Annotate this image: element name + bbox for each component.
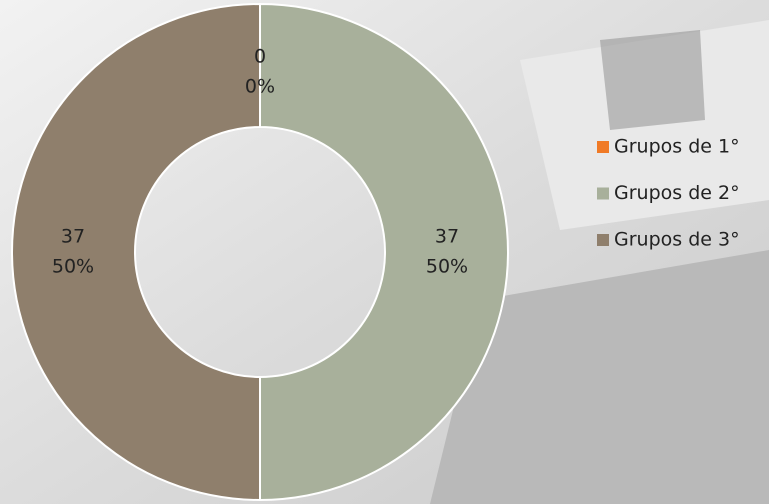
background-shape (430, 250, 769, 504)
percent-label: 50% (426, 256, 468, 278)
legend-label: Grupos de 1° (614, 136, 740, 158)
data-label: 37 (435, 226, 459, 248)
data-label: 37 (61, 226, 85, 248)
percent-label: 0% (245, 76, 275, 98)
background-shape (600, 30, 705, 130)
donut-slice (259, 2, 509, 502)
legend-swatch (597, 234, 609, 246)
legend-swatch (597, 141, 609, 153)
legend-swatch (597, 187, 609, 200)
percent-label: 50% (52, 256, 94, 278)
donut-slice (11, 2, 261, 502)
data-label: 0 (254, 46, 266, 68)
legend-label: Grupos de 3° (614, 229, 740, 251)
legend-label: Grupos de 2° (614, 182, 740, 204)
